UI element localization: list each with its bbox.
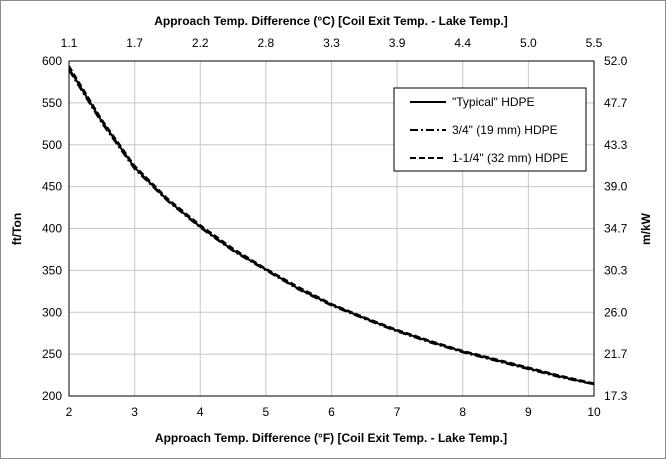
y-tick-label: 200 [42, 389, 62, 403]
x-tick-label: 5 [263, 405, 270, 419]
legend-label-typical: "Typical" HDPE [452, 95, 535, 109]
right-tick-label: 43.3 [604, 138, 628, 152]
top-tick-label: 5.5 [586, 36, 603, 50]
y-tick-label: 350 [42, 263, 62, 277]
y-tick-label: 250 [42, 347, 62, 361]
right-tick-label: 39.0 [604, 180, 628, 194]
top-tick-label: 1.1 [61, 36, 78, 50]
series-line-2 [68, 65, 595, 385]
right-tick-label: 17.3 [604, 389, 628, 403]
top-tick-label: 1.7 [126, 36, 143, 50]
tick-labels: 2 3 4 5 6 7 8 9 10 1.1 1.7 2.2 2.8 3.3 3.9 4.4 5.0 5.5 200… [42, 36, 628, 419]
top-tick-label: 2.8 [258, 36, 275, 50]
y-tick-label: 600 [42, 54, 62, 68]
top-tick-label: 3.9 [389, 36, 406, 50]
y-axis-title-right: m/kW [639, 212, 653, 245]
x-tick-label: 2 [66, 405, 73, 419]
x-tick-label: 7 [394, 405, 401, 419]
plot-area-border [68, 60, 595, 397]
y-tick-label: 500 [42, 138, 62, 152]
top-tick-label: 2.2 [192, 36, 209, 50]
x-tick-label: 3 [131, 405, 138, 419]
series-lines [68, 65, 595, 386]
x-axis-title-top: Approach Temp. Difference (°C) [Coil Exi… [154, 14, 508, 28]
y-tick-label: 300 [42, 305, 62, 319]
right-tick-label: 52.0 [604, 54, 628, 68]
legend-label-19mm: 3/4" (19 mm) HDPE [452, 123, 558, 137]
y-tick-label: 450 [42, 180, 62, 194]
y-tick-label: 400 [42, 222, 62, 236]
top-tick-label: 5.0 [520, 36, 537, 50]
x-tick-label: 6 [328, 405, 335, 419]
right-tick-label: 21.7 [604, 347, 628, 361]
x-tick-label: 10 [587, 405, 601, 419]
top-tick-label: 3.3 [323, 36, 340, 50]
right-tick-label: 26.0 [604, 305, 628, 319]
top-tick-label: 4.4 [454, 36, 471, 50]
right-tick-label: 47.7 [604, 96, 628, 110]
x-tick-label: 8 [459, 405, 466, 419]
right-tick-label: 34.7 [604, 222, 628, 236]
gridlines [69, 61, 594, 396]
legend-label-32mm: 1-1/4" (32 mm) HDPE [452, 151, 568, 165]
x-tick-label: 9 [525, 405, 532, 419]
legend: "Typical" HDPE 3/4" (19 mm) HDPE 1-1/4" … [393, 87, 587, 172]
x-axis-title-bottom: Approach Temp. Difference (°F) [Coil Exi… [155, 431, 507, 445]
y-tick-label: 550 [42, 96, 62, 110]
y-axis-title-left: ft/Ton [10, 213, 24, 245]
right-tick-label: 30.3 [604, 263, 628, 277]
series-line-1 [68, 69, 595, 386]
x-tick-label: 4 [197, 405, 204, 419]
